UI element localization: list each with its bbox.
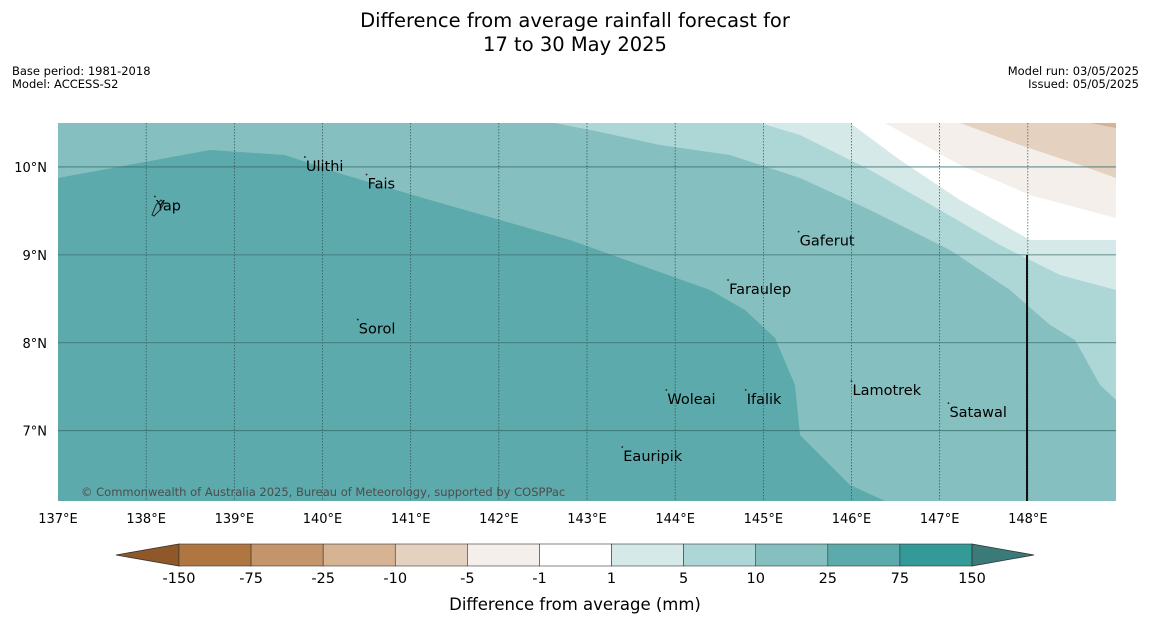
issued-text: Issued: 05/05/2025 — [1028, 77, 1139, 91]
colorbar-swatch — [755, 543, 829, 567]
colorbar-label: 5 — [679, 571, 688, 587]
map-title-line-1: Difference from average rainfall forecas… — [360, 9, 790, 32]
longitude-tick-label: 140°E — [303, 512, 343, 527]
colorbar-swatch — [394, 543, 468, 567]
colorbar-title: Difference from average (mm) — [449, 595, 701, 614]
place-marker — [947, 402, 950, 404]
colorbar-swatch — [250, 543, 324, 567]
meta-left: Base period: 1981-2018 Model: ACCESS-S2 — [12, 65, 151, 91]
colorbar-label: -75 — [239, 571, 263, 587]
latitude-tick-label: 7°N — [23, 425, 48, 440]
colorbar-swatch — [827, 543, 901, 567]
place-label: Ulithi — [306, 159, 344, 175]
colorbar-label: -10 — [383, 571, 407, 587]
colorbar-label: 10 — [747, 571, 765, 587]
colorbar-swatch — [611, 543, 684, 567]
place-label: Yap — [155, 199, 181, 215]
place-label: Eauripik — [623, 449, 682, 465]
colorbar-label: 25 — [819, 571, 837, 587]
latitude-tick-label: 10°N — [14, 161, 47, 176]
colorbar-under-arrow — [115, 543, 180, 567]
map-title-line-2: 17 to 30 May 2025 — [483, 33, 667, 56]
longitude-tick-label: 138°E — [126, 512, 166, 527]
place-label: Fais — [368, 177, 395, 193]
colorbar-label: -150 — [163, 571, 196, 587]
contour-neg5-neg1 — [960, 123, 1116, 178]
colorbar-over-arrow — [971, 543, 1035, 567]
colorbar-swatch — [178, 543, 252, 567]
place-label: Satawal — [949, 405, 1006, 421]
model-run-text: Model run: 03/05/2025 — [1007, 64, 1139, 78]
place-label: Lamotrek — [853, 383, 922, 399]
contour-25-75 — [58, 150, 885, 501]
longitude-tick-label: 146°E — [832, 512, 872, 527]
place-label: Woleai — [667, 392, 715, 408]
longitude-tick-label: 148°E — [1008, 512, 1048, 527]
place-marker — [621, 446, 624, 448]
place-label: Faraulep — [729, 282, 791, 298]
colorbar-swatch — [322, 543, 396, 567]
longitude-tick-label: 147°E — [920, 512, 960, 527]
longitude-tick-label: 141°E — [391, 512, 431, 527]
place-marker — [365, 173, 368, 176]
colorbar: -150 -75 -25 -10 -5 -1 1 5 10 25 75 150 — [115, 543, 1035, 587]
longitude-ticks: 137°E 138°E 139°E 140°E 141°E 142°E 143°E 144°E… — [38, 512, 1047, 527]
colorbar-swatch — [899, 543, 973, 567]
longitude-tick-label: 142°E — [479, 512, 519, 527]
contour-neg10-neg5 — [1090, 123, 1116, 128]
longitude-tick-label: 139°E — [215, 512, 255, 527]
longitude-tick-label: 143°E — [567, 512, 607, 527]
base-period-text: Base period: 1981-2018 — [12, 64, 151, 78]
colorbar-swatch — [683, 543, 757, 567]
colorbar-label: 1 — [607, 571, 616, 587]
colorbar-swatch — [467, 543, 540, 567]
place-label: Gaferut — [800, 234, 855, 250]
colorbar-label: -5 — [460, 571, 474, 587]
place-marker — [665, 389, 668, 391]
longitude-tick-label: 137°E — [38, 512, 78, 527]
place-marker — [850, 380, 853, 383]
graticule — [58, 123, 1116, 501]
place-marker — [356, 318, 359, 321]
place-label: Sorol — [359, 322, 396, 338]
colorbar-swatch — [539, 543, 612, 567]
place-marker — [797, 230, 800, 233]
colorbar-label: 75 — [891, 571, 909, 587]
meta-right: Model run: 03/05/2025 Issued: 05/05/2025 — [1008, 65, 1139, 91]
place-marker — [744, 389, 747, 391]
longitude-tick-label: 145°E — [744, 512, 784, 527]
latitude-ticks: 10°N 9°N 8°N 7°N — [14, 161, 47, 440]
latitude-tick-label: 9°N — [23, 249, 48, 264]
place-labels: Ulithi Fais Yap Gaferut Faraulep Sorol Lamotre… — [154, 156, 1007, 465]
place-label: Ifalik — [747, 392, 782, 408]
copyright-text: © Commonwealth of Australia 2025, Bureau… — [81, 485, 565, 499]
latitude-tick-label: 8°N — [23, 337, 48, 352]
place-marker — [727, 279, 729, 281]
colorbar-label: -1 — [532, 571, 546, 587]
colorbar-label: 150 — [958, 571, 986, 587]
model-text: Model: ACCESS-S2 — [12, 77, 119, 91]
yap-island-icon — [151, 199, 165, 217]
colorbar-label: -25 — [311, 571, 335, 587]
place-marker — [154, 195, 156, 198]
place-marker — [303, 156, 306, 158]
longitude-tick-label: 144°E — [655, 512, 695, 527]
